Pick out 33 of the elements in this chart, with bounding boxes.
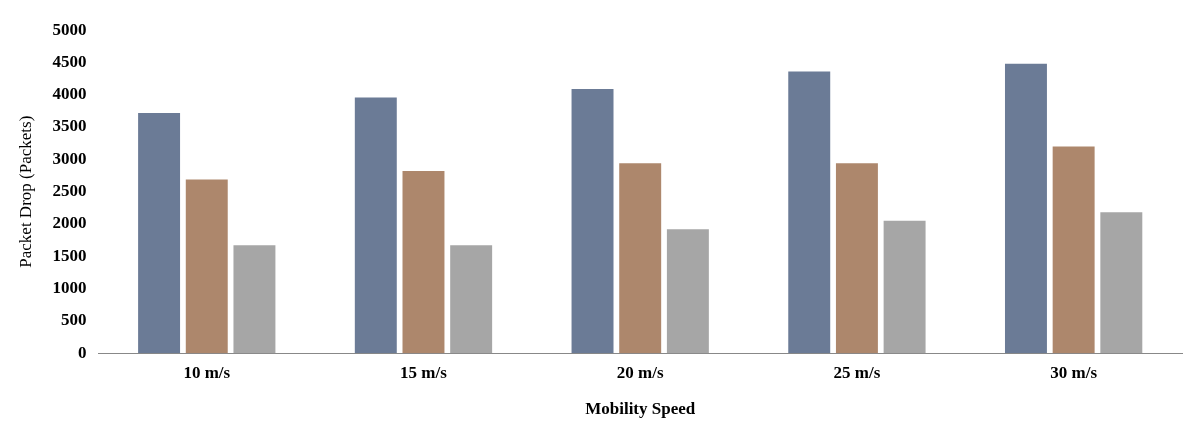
x-tick-label: 10 m/s (183, 362, 231, 382)
x-tick-label: 25 m/s (833, 362, 881, 382)
bar (233, 245, 276, 354)
bar (354, 97, 397, 354)
bar (402, 171, 445, 354)
bar (883, 220, 926, 354)
y-tick-label: 3000 (52, 148, 87, 168)
y-tick-label: 1000 (52, 277, 87, 297)
bar (835, 163, 878, 354)
bar (185, 179, 228, 354)
y-tick-label: 2500 (52, 181, 87, 201)
bar (138, 112, 181, 354)
y-tick-label: 3500 (52, 116, 87, 136)
bar (1100, 212, 1143, 354)
bar (571, 88, 614, 354)
x-tick-label: 30 m/s (1050, 362, 1098, 382)
bar (619, 163, 662, 354)
y-tick-label: 2000 (52, 213, 87, 233)
y-tick-label: 0 (77, 342, 87, 362)
y-tick-label: 500 (60, 310, 87, 330)
bar (450, 245, 493, 354)
x-tick-label: 20 m/s (616, 362, 664, 382)
bar (666, 229, 709, 354)
x-tick-label: 15 m/s (400, 362, 448, 382)
y-tick-label: 4000 (52, 84, 87, 104)
y-tick-label: 5000 (52, 19, 87, 39)
y-axis-title: Packet Drop (Packets) (15, 115, 35, 268)
bar (1052, 146, 1095, 354)
y-tick-label: 1500 (52, 245, 87, 265)
bar (788, 71, 831, 354)
y-tick-label: 4500 (52, 51, 87, 71)
x-axis-title: Mobility Speed (585, 399, 696, 419)
bar (1004, 63, 1047, 354)
